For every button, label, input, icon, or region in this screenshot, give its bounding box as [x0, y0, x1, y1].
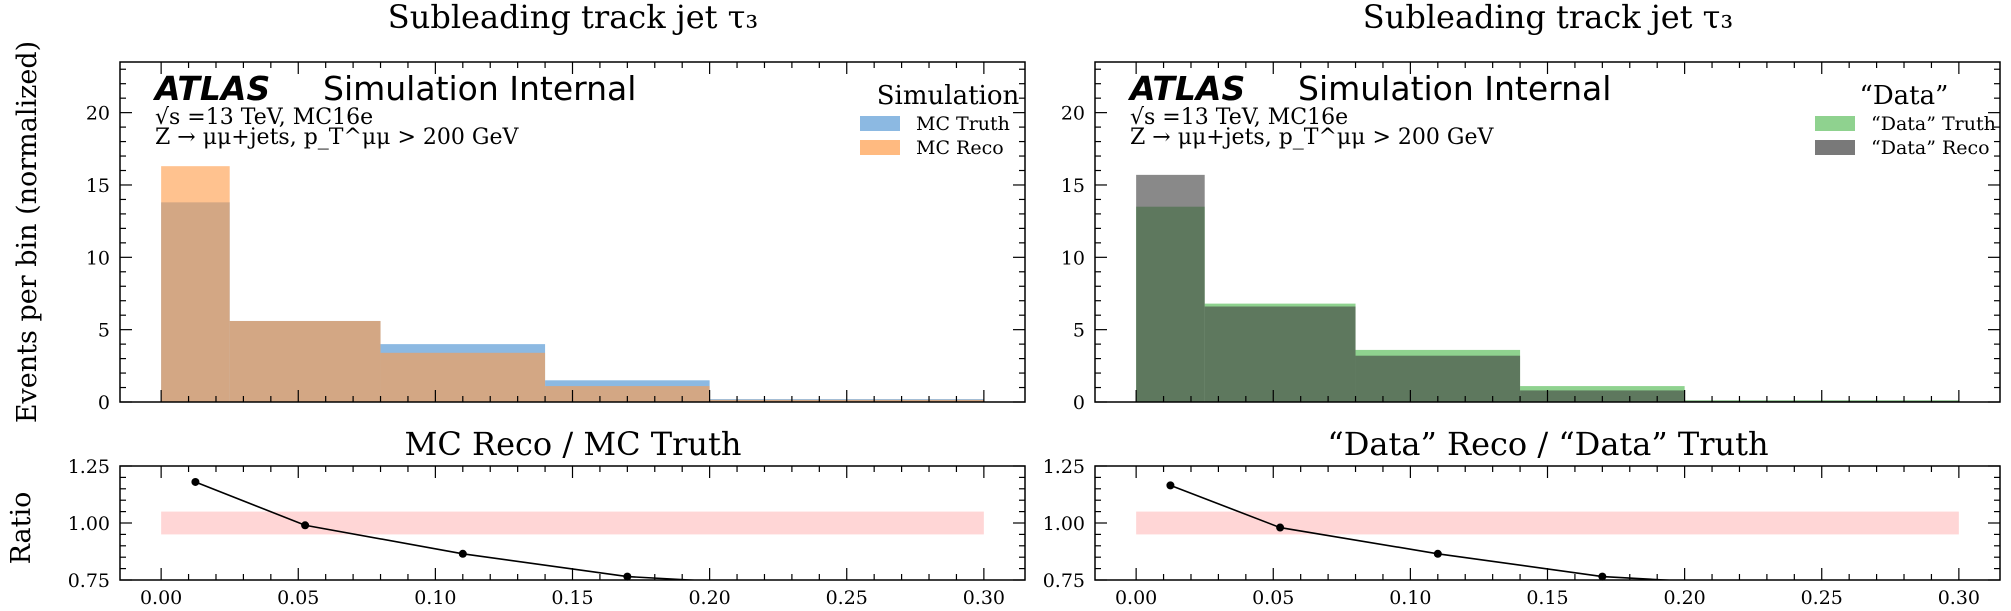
panel-title: Subleading track jet τ₃ [1363, 0, 1733, 36]
x-tick-label: 0.05 [277, 587, 319, 609]
hist-bar [545, 386, 710, 402]
y-tick-label: 0 [1073, 392, 1085, 414]
x-tick-label: 0.05 [1252, 587, 1294, 609]
x-tick-label: 0.25 [826, 587, 868, 609]
atlas-tag: Simulation Internal [1298, 69, 1611, 108]
ratio-point [1433, 549, 1442, 558]
x-tick-label: 0.10 [1389, 587, 1431, 609]
x-tick-label: 0.30 [1938, 587, 1980, 609]
panel-sim: Subleading track jet τ₃ 0 5 10 15 20 ATLAS S… [68, 0, 1026, 609]
ratio-plot-sim: 0.75 1.00 1.25 0.00 0.05 0.10 0.15 0.20 0.25 0.30 [68, 456, 1026, 609]
legend-title: Simulation [877, 81, 1020, 111]
y-tick-label: 15 [1061, 175, 1085, 197]
ylabel-ratio: Ratio [6, 492, 37, 565]
axes-frame [1094, 465, 2001, 581]
hist-bar [380, 352, 546, 402]
hist-bar [229, 320, 381, 402]
legend-swatch [860, 116, 900, 131]
legend-label: “Data” Truth [1871, 113, 1996, 135]
ratio-plot-data: 0.75 1.00 1.25 0.00 0.05 0.10 0.15 0.20 0.25 0.30 [1043, 456, 2001, 609]
x-tick-label: 0.25 [1801, 587, 1843, 609]
panel-data: Subleading track jet τ₃ 0 5 10 15 20 ATLAS S… [1043, 0, 2001, 609]
energy-line: √s =13 TeV, MC16e [1130, 105, 1348, 130]
hist-bar [161, 166, 230, 402]
axes-frame [119, 61, 1026, 403]
ratio-point [458, 549, 467, 558]
x-tick-label: 0.15 [1526, 587, 1568, 609]
y-tick-label: 1.25 [68, 456, 110, 478]
legend-data: “Data” Truth“Data” Reco [1815, 113, 1996, 159]
y-tick-label: 10 [86, 247, 110, 269]
unity-band [1136, 511, 1959, 535]
hist-bar [1355, 355, 1521, 402]
atlas-tag: Simulation Internal [323, 69, 636, 108]
x-tick-label: 0.20 [1663, 587, 1705, 609]
y-tick-label: 20 [1061, 103, 1085, 125]
ratio-point [301, 521, 310, 530]
legend-title: “Data” [1860, 81, 1949, 111]
histogram-data: 0 5 10 15 20 [1061, 61, 2001, 414]
process-line: Z → μμ+jets, p_T^μμ > 200 GeV [1130, 125, 1494, 150]
ratio-point [1166, 481, 1175, 490]
legend-label: MC Truth [916, 113, 1010, 135]
y-tick-label: 0.75 [1043, 570, 1085, 592]
x-tick-label: 0.15 [551, 587, 593, 609]
legend-swatch [860, 140, 900, 155]
ratio-title: MC Reco / MC Truth [405, 425, 742, 463]
atlas-label: ATLAS [152, 69, 270, 108]
x-tick-label: 0.20 [688, 587, 730, 609]
y-tick-label: 20 [86, 103, 110, 125]
x-tick-label: 0.10 [414, 587, 456, 609]
ratio-point [191, 477, 200, 486]
panel-title: Subleading track jet τ₃ [388, 0, 758, 36]
ratio-title: “Data” Reco / “Data” Truth [1327, 425, 1768, 463]
ratio-point [1276, 523, 1285, 532]
y-tick-label: 1.00 [1043, 513, 1085, 535]
y-tick-label: 1.00 [68, 513, 110, 535]
hist-bar [1204, 306, 1356, 402]
y-tick-label: 0.75 [68, 570, 110, 592]
y-tick-label: 5 [98, 320, 110, 342]
unity-band [161, 511, 984, 535]
atlas-label: ATLAS [1127, 69, 1245, 108]
y-tick-label: 15 [86, 175, 110, 197]
y-tick-label: 1.25 [1043, 456, 1085, 478]
legend-label: “Data” Reco [1871, 137, 1990, 159]
axes-frame [1094, 61, 2001, 403]
x-tick-label: 0.30 [963, 587, 1005, 609]
energy-line: √s =13 TeV, MC16e [155, 105, 373, 130]
x-tick-label: 0.00 [1115, 587, 1157, 609]
ylabel-main: Events per bin (normalized) [12, 41, 43, 423]
histogram-sim: 0 5 10 15 20 [86, 61, 1026, 414]
x-tick-label: 0.00 [140, 587, 182, 609]
y-tick-label: 5 [1073, 320, 1085, 342]
legend-swatch [1815, 116, 1855, 131]
legend-label: MC Reco [916, 137, 1004, 159]
process-line: Z → μμ+jets, p_T^μμ > 200 GeV [155, 125, 519, 150]
hist-bar [1136, 174, 1205, 402]
y-tick-label: 10 [1061, 247, 1085, 269]
axes-frame [119, 465, 1026, 581]
legend-swatch [1815, 140, 1855, 155]
y-tick-label: 0 [98, 392, 110, 414]
